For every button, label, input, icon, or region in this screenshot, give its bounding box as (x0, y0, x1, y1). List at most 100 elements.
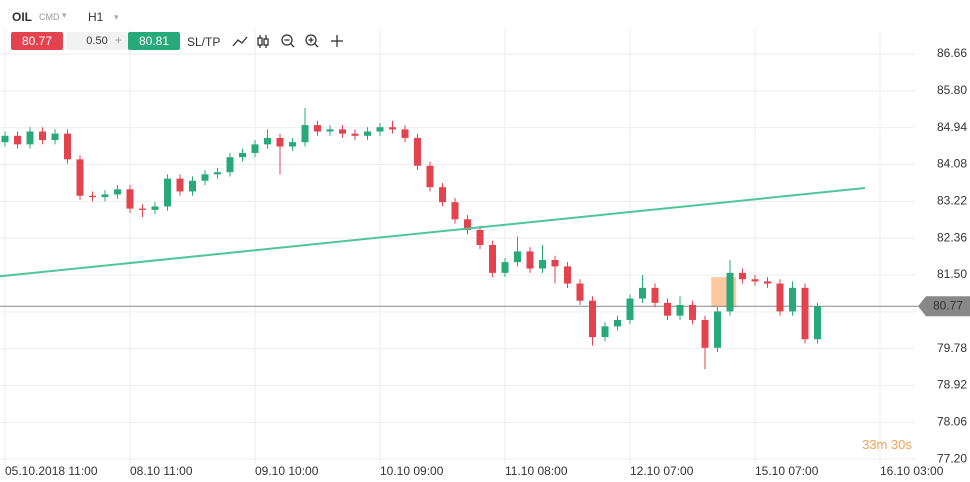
candle-body (151, 206, 159, 210)
candle-body (401, 129, 409, 138)
candle-body (114, 189, 121, 195)
candle-body (626, 298, 634, 320)
y-tick-label: 81.50 (937, 267, 967, 281)
candle-body (226, 157, 234, 173)
candle-body (576, 283, 584, 301)
x-tick-label: 11.10 08:00 (505, 464, 568, 478)
plus[interactable]: + (115, 33, 123, 47)
candle-body (639, 287, 646, 299)
candle-body (139, 208, 146, 210)
candle-body (551, 259, 559, 267)
candle-body (26, 131, 34, 145)
candle-body (539, 259, 546, 269)
candle-body (289, 142, 296, 147)
candle-body (189, 180, 196, 192)
candle-body (701, 319, 709, 348)
candle-body (564, 266, 571, 284)
y-tick-label: 83.22 (937, 193, 967, 207)
candle-body (251, 144, 259, 153)
y-tick-label: 78.06 (937, 414, 967, 428)
candle-body (726, 272, 734, 312)
price-tag (918, 296, 970, 317)
candle-body (501, 262, 509, 273)
symbol[interactable]: OIL (12, 10, 32, 24)
candle-body (101, 194, 109, 198)
timer: 33m 30s (862, 437, 912, 452)
sell-button[interactable]: 80.77 (11, 32, 63, 50)
candle-body (814, 306, 821, 340)
candle-body (451, 202, 459, 220)
y-tick-label: 85.80 (937, 83, 967, 97)
price-tag-label: 80.77 (933, 298, 963, 312)
candle-body (176, 178, 184, 192)
candle-body (214, 172, 221, 175)
market: CMD (39, 12, 60, 22)
candle-body (439, 187, 446, 203)
dropdown-arrow[interactable]: ▾ (114, 12, 119, 22)
candle-body (51, 133, 59, 141)
candle-body (489, 245, 496, 273)
candle-body (664, 302, 671, 316)
x-tick-label: 09.10 10:00 (255, 464, 319, 478)
x-tick-label: 05.10.2018 11:00 (5, 464, 98, 478)
candle-body (339, 129, 346, 134)
y-tick-label: 84.94 (937, 120, 967, 134)
timeframe[interactable]: H1 (88, 10, 104, 24)
candle-body (714, 311, 721, 348)
dropdown-arrow[interactable]: ▾ (62, 10, 67, 20)
candle-body (126, 189, 134, 209)
candle-body (264, 137, 271, 145)
candle-body (589, 300, 596, 338)
candle-body (364, 131, 371, 136)
x-tick-label: 12.10 07:00 (630, 464, 694, 478)
candle-body (314, 125, 321, 132)
candle-body (764, 281, 771, 284)
x-tick-label: 08.10 11:00 (130, 464, 193, 478)
x-tick-label: 16.10 03:00 (880, 464, 944, 478)
candle-body (514, 251, 521, 263)
candle-body (326, 129, 334, 132)
candle-body (351, 133, 359, 136)
buy-button[interactable]: 80.81 (128, 32, 180, 50)
x-tick-label: 10.10 09:00 (380, 464, 444, 478)
x-tick-label: 15.10 07:00 (755, 464, 819, 478)
candle-body (801, 287, 809, 340)
candle-body (414, 137, 421, 166)
candle-body (164, 178, 171, 207)
y-tick-label: 78.92 (937, 378, 967, 392)
candle-body (301, 125, 309, 143)
candle-body (676, 304, 684, 316)
volume[interactable]: 0.50 (66, 32, 128, 50)
y-tick-label: 86.66 (937, 46, 967, 60)
candle-body (276, 137, 284, 147)
candle-body (39, 131, 46, 141)
candle-body (376, 127, 384, 132)
candle-body (89, 195, 96, 198)
y-tick-label: 79.78 (937, 341, 967, 355)
y-tick-label: 84.08 (937, 157, 967, 171)
candle-body (651, 287, 659, 303)
candle-body (689, 304, 696, 320)
candle-body (476, 230, 484, 246)
candle-body (426, 165, 434, 188)
candle-body (739, 272, 746, 280)
candle-body (239, 152, 246, 158)
candle-body (601, 326, 609, 338)
sl-tp[interactable]: SL/TP (187, 35, 221, 49)
trendline (0, 187, 866, 278)
candle-body (14, 135, 21, 145)
candle-body (614, 319, 621, 327)
candle-body (76, 159, 84, 196)
candle-body (201, 174, 209, 181)
candle-body (1, 135, 9, 143)
candle-body (389, 127, 396, 130)
candle-body (64, 133, 71, 160)
candle-body (789, 287, 796, 312)
candle-body (776, 283, 784, 312)
y-tick-label: 82.36 (937, 230, 967, 244)
y-tick-label: 77.20 (937, 451, 967, 465)
candle-body (751, 279, 759, 282)
candle-body (526, 251, 534, 269)
